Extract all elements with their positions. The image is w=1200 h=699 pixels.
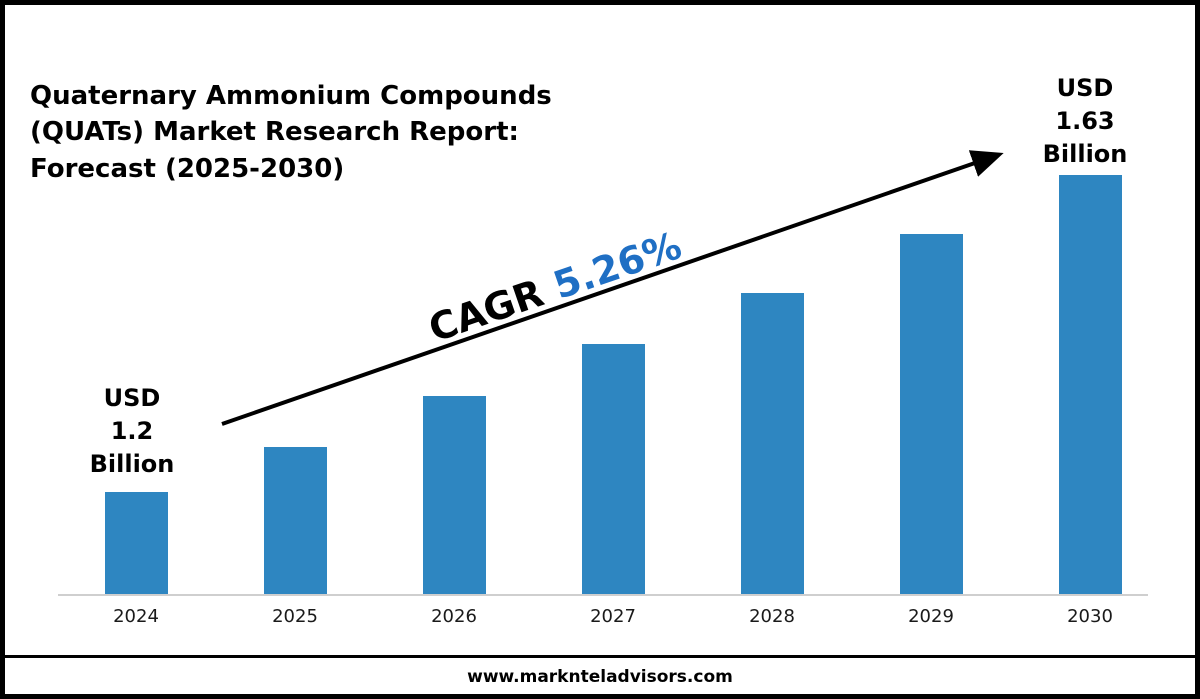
start-value-label: USD 1.2 Billion <box>89 384 175 478</box>
bar-2030 <box>1058 175 1122 595</box>
bar-2027 <box>581 344 645 595</box>
footer-divider <box>5 655 1195 658</box>
cagr-prefix: CAGR <box>423 270 549 351</box>
x-tick-2025: 2025 <box>272 606 318 627</box>
chart-title: Quaternary Ammonium Compounds (QUATs) Ma… <box>30 81 552 184</box>
x-tick-2026: 2026 <box>431 606 477 627</box>
x-tick-2030: 2030 <box>1067 606 1113 627</box>
website-link: www.marknteladvisors.com <box>467 667 733 687</box>
x-tick-2029: 2029 <box>908 606 954 627</box>
cagr-label: CAGR5.26% <box>423 223 687 350</box>
x-tick-2027: 2027 <box>590 606 636 627</box>
bar-2024 <box>104 492 168 595</box>
cagr-value: 5.26% <box>547 223 687 308</box>
bar-2026 <box>422 396 486 595</box>
x-tick-2024: 2024 <box>113 606 159 627</box>
bar-2028 <box>740 293 804 595</box>
x-tick-2028: 2028 <box>749 606 795 627</box>
x-axis-line <box>58 594 1148 596</box>
bar-2029 <box>899 234 963 595</box>
end-value-label: USD 1.63 Billion <box>1042 74 1128 168</box>
bar-2025 <box>263 447 327 595</box>
